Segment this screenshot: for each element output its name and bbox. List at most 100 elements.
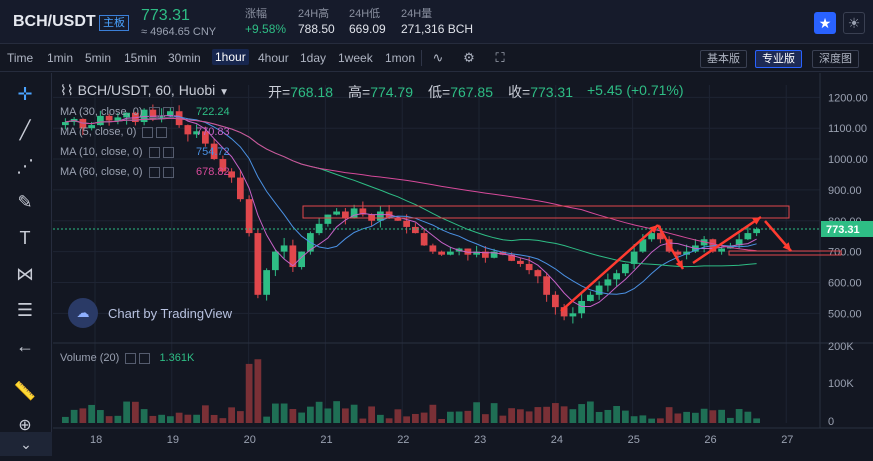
trend-line-icon[interactable]: ╱ bbox=[19, 120, 31, 140]
tradingview-watermark[interactable]: ☁ Chart by TradingView bbox=[68, 298, 232, 328]
stat-value: 788.50 bbox=[298, 22, 335, 36]
ma-30-line bbox=[65, 117, 757, 268]
tf-time[interactable]: Time bbox=[7, 51, 34, 65]
close-icon[interactable] bbox=[162, 106, 174, 118]
candle-body bbox=[88, 125, 95, 129]
close-icon[interactable] bbox=[162, 166, 174, 178]
eye-icon[interactable] bbox=[148, 106, 160, 118]
eye-icon[interactable] bbox=[142, 126, 154, 138]
tf-1day[interactable]: 1day bbox=[300, 51, 327, 65]
volume-legend[interactable]: Volume (20) 1.361K bbox=[60, 352, 194, 364]
tf-30min[interactable]: 30min bbox=[168, 51, 201, 65]
candle-body bbox=[517, 260, 524, 264]
settings-icon[interactable]: ⚙ bbox=[463, 50, 475, 65]
ohlc-value: +5.45 (+0.71%) bbox=[587, 82, 684, 98]
volume-bar bbox=[692, 412, 699, 423]
candle-body bbox=[412, 226, 419, 234]
pattern-icon[interactable]: ⋈ bbox=[16, 264, 34, 284]
volume-bar bbox=[114, 415, 122, 423]
ma-value: 770.83 bbox=[196, 126, 230, 138]
volume-bar bbox=[473, 402, 480, 423]
drawing-toolbar: ✛ ╱ ⋰ ✎ T ⋈ ☰ ← 📏 ⊕ ⌄ bbox=[0, 73, 52, 456]
view-pro[interactable]: 专业版 bbox=[755, 50, 802, 68]
tf-1mon[interactable]: 1mon bbox=[385, 51, 416, 65]
volume-bar bbox=[508, 408, 515, 423]
candle-body bbox=[237, 177, 244, 200]
price-tick-label: 1200.00 bbox=[828, 92, 868, 104]
chart-svg[interactable]: 1200.001100.001000.00900.00800.00700.006… bbox=[53, 73, 873, 456]
text-icon[interactable]: T bbox=[19, 228, 31, 248]
chevron-down-icon[interactable]: ▼ bbox=[219, 87, 230, 98]
volume-bar bbox=[342, 408, 349, 423]
crosshair-icon[interactable]: ✛ bbox=[17, 84, 33, 104]
chevron-down-icon[interactable]: ⌄ bbox=[0, 432, 52, 456]
volume-bar bbox=[228, 407, 235, 423]
ma-10-legend[interactable]: MA (10, close, 0) 754.72 bbox=[60, 146, 230, 158]
candle-body bbox=[473, 251, 480, 255]
candle-body bbox=[105, 115, 113, 121]
stat-label: 24H高 bbox=[298, 8, 330, 20]
tf-5min[interactable]: 5min bbox=[85, 51, 112, 65]
ohlc-close: 收=773.31 bbox=[508, 82, 573, 102]
volume-bar bbox=[630, 416, 638, 423]
view-basic[interactable]: 基本版 bbox=[700, 50, 747, 68]
candle-body bbox=[184, 125, 192, 135]
fib-icon[interactable]: ⋰ bbox=[16, 156, 34, 176]
eye-icon[interactable] bbox=[148, 166, 160, 178]
volume-bar bbox=[280, 403, 288, 423]
trend-arrow bbox=[692, 215, 762, 265]
tf-1min[interactable]: 1min bbox=[47, 51, 74, 65]
back-arrow-icon[interactable]: ← bbox=[16, 336, 34, 356]
tf-4hour[interactable]: 4hour bbox=[258, 51, 289, 65]
current-price-tag bbox=[821, 220, 873, 237]
ma-5-legend[interactable]: MA (5, close, 0) 770.83 bbox=[60, 126, 230, 138]
eye-icon[interactable] bbox=[148, 146, 160, 158]
tf-15min[interactable]: 15min bbox=[124, 51, 157, 65]
ma-label: MA (10, close, 0) bbox=[60, 146, 143, 158]
price-tick-label: 1000.00 bbox=[828, 154, 868, 166]
sun-icon[interactable]: ☀ bbox=[843, 12, 865, 34]
close-icon[interactable] bbox=[139, 352, 151, 364]
ohlc-change: +5.45 (+0.71%) bbox=[587, 82, 684, 98]
measure-icon[interactable]: ☰ bbox=[16, 300, 34, 320]
indicator-icon[interactable]: ∿ bbox=[432, 50, 444, 65]
arrow-head bbox=[675, 260, 683, 269]
stat-label: 24H低 bbox=[349, 8, 381, 20]
candle-body bbox=[202, 131, 209, 144]
pair-name[interactable]: BCH/USDT bbox=[13, 13, 96, 30]
ohlc-key: 开= bbox=[268, 84, 291, 100]
candle-body bbox=[342, 211, 349, 218]
brush-icon[interactable]: ✎ bbox=[17, 192, 33, 212]
x-tick-label: 19 bbox=[167, 434, 179, 446]
chart-area[interactable]: 1200.001100.001000.00900.00800.00700.006… bbox=[53, 73, 873, 456]
candle-body bbox=[622, 263, 629, 274]
candle-body bbox=[289, 245, 297, 268]
tf-1week[interactable]: 1week bbox=[338, 51, 373, 65]
close-icon[interactable] bbox=[162, 146, 174, 158]
ruler-icon[interactable]: 📏 bbox=[13, 381, 37, 401]
volume-bar bbox=[175, 412, 183, 423]
star-icon[interactable]: ★ bbox=[814, 12, 836, 34]
volume-bar bbox=[158, 414, 165, 423]
candle-body bbox=[525, 263, 533, 271]
x-tick-label: 18 bbox=[90, 434, 102, 446]
candle-body bbox=[62, 122, 69, 126]
tf-1hour[interactable]: 1hour bbox=[212, 49, 249, 65]
close-icon[interactable] bbox=[156, 126, 168, 138]
zoom-icon[interactable]: ⊕ bbox=[18, 417, 32, 434]
candle-body bbox=[578, 300, 585, 314]
view-depth[interactable]: 深度图 bbox=[812, 50, 859, 68]
ma-60-legend[interactable]: MA (60, close, 0) 678.82 bbox=[60, 166, 230, 178]
chart-symbol-title[interactable]: ⌇⌇ BCH/USDT, 60, Huobi ▼ bbox=[60, 82, 229, 99]
fullscreen-icon[interactable]: ⛶ bbox=[495, 50, 505, 65]
volume-bar bbox=[648, 418, 655, 423]
x-tick-label: 23 bbox=[474, 434, 486, 446]
candle-body bbox=[298, 251, 305, 268]
volume-tick-label: 0 bbox=[828, 416, 834, 428]
settings-icon[interactable] bbox=[125, 352, 137, 364]
volume-bar bbox=[167, 416, 174, 423]
candle-body bbox=[377, 211, 384, 221]
price-tick-label: 900.00 bbox=[828, 185, 862, 197]
ma-30-legend[interactable]: MA (30, close, 0) 722.24 bbox=[60, 106, 230, 118]
watermark-text: Chart by TradingView bbox=[108, 305, 233, 321]
